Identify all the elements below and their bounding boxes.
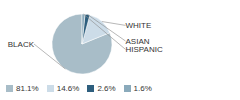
html-text:81.1%: 81.1%: [16, 84, 39, 93]
svg-text:ASIAN: ASIAN: [125, 36, 150, 46]
html-text:1.6%: 1.6%: [133, 84, 152, 93]
svg-text:HISPANIC: HISPANIC: [126, 45, 163, 54]
html-text:2.6%: 2.6%: [97, 84, 116, 93]
svg-text:BLACK: BLACK: [8, 40, 35, 49]
html-text:14.6%: 14.6%: [56, 84, 80, 93]
svg-text:WHITE: WHITE: [126, 21, 152, 30]
